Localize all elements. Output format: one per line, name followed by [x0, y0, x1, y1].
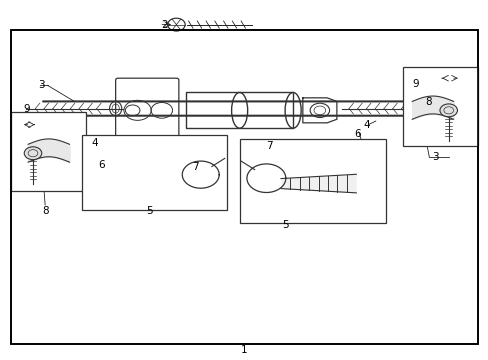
Text: 1: 1: [241, 345, 247, 355]
Text: 2: 2: [161, 19, 167, 30]
Text: 9: 9: [412, 79, 419, 89]
Bar: [81, 135, 227, 210]
Text: 5: 5: [282, 220, 288, 230]
Bar: [11, 112, 86, 191]
Text: 4: 4: [91, 138, 98, 148]
Bar: [239, 139, 385, 223]
Text: 3: 3: [38, 80, 44, 90]
Bar: [11, 30, 477, 344]
Text: 5: 5: [146, 206, 153, 216]
Text: 7: 7: [266, 141, 272, 151]
Text: 6: 6: [353, 129, 360, 139]
Text: 3: 3: [431, 153, 438, 162]
Bar: [402, 67, 477, 146]
Text: 8: 8: [42, 206, 48, 216]
Text: 8: 8: [424, 97, 431, 107]
Text: 9: 9: [23, 104, 30, 114]
Bar: [186, 93, 292, 128]
Text: 6: 6: [99, 159, 105, 170]
Circle shape: [24, 147, 41, 159]
Circle shape: [439, 104, 457, 117]
Text: 7: 7: [192, 162, 199, 172]
Text: 4: 4: [363, 120, 369, 130]
